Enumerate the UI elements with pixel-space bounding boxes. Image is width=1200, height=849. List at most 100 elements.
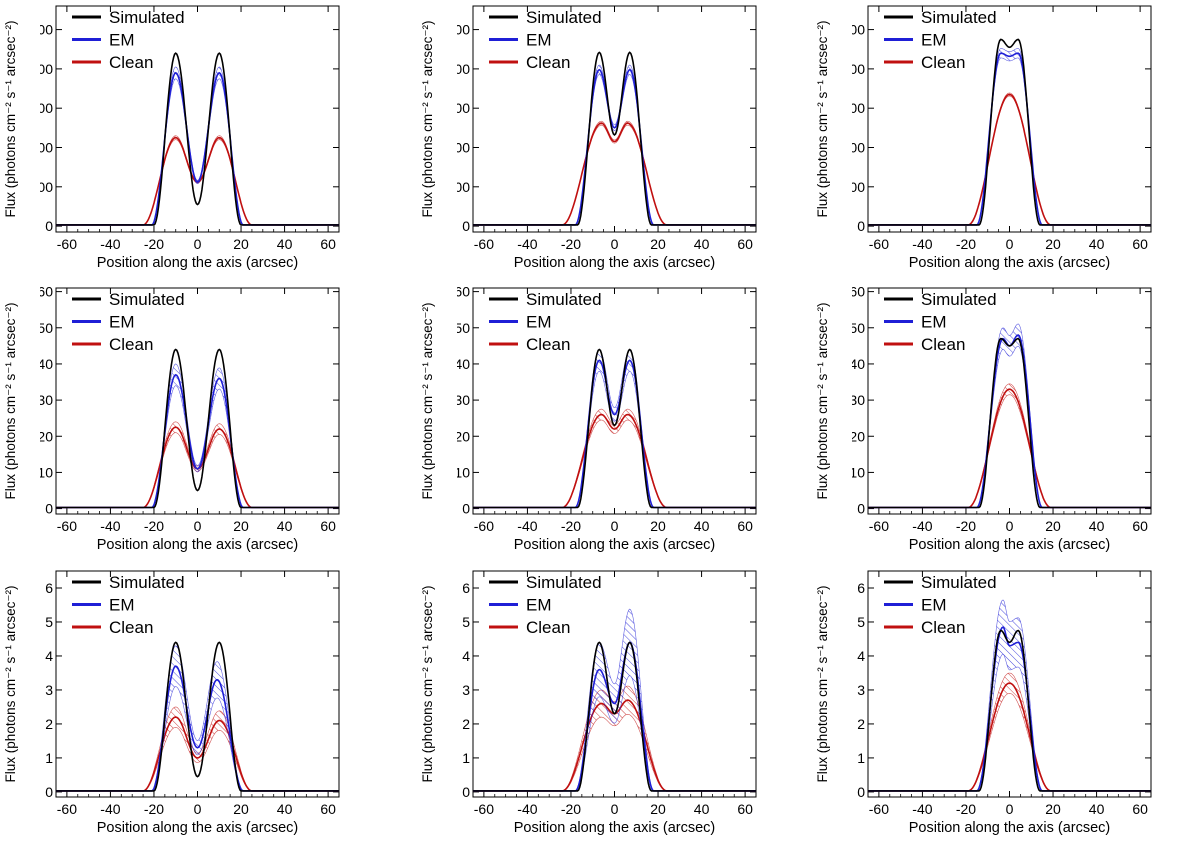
x-tick-label: -20 xyxy=(144,801,164,817)
uncertainty-band-em xyxy=(56,645,339,792)
x-tick-label: 40 xyxy=(694,236,710,252)
x-tick-label: -20 xyxy=(956,236,976,252)
x-tick-label: 60 xyxy=(1132,518,1148,534)
x-tick-label: 20 xyxy=(233,801,249,817)
legend-label-simulated: Simulated xyxy=(109,290,185,309)
legend-label-clean: Clean xyxy=(526,618,570,637)
x-tick-label: -40 xyxy=(517,518,537,534)
legend-label-em: EM xyxy=(109,596,135,615)
x-tick-label: -60 xyxy=(474,518,494,534)
uncertainty-band-clean xyxy=(868,92,1151,226)
y-tick-label: 0 xyxy=(45,218,53,234)
x-tick-label: 40 xyxy=(277,801,293,817)
y-tick-label: 200 xyxy=(852,139,865,155)
x-tick-label: -60 xyxy=(869,801,889,817)
x-tick-label: 0 xyxy=(194,236,202,252)
y-tick-label: 10 xyxy=(40,464,53,480)
x-tick-label: 40 xyxy=(1089,518,1105,534)
x-tick-label: -20 xyxy=(956,801,976,817)
x-tick-label: -60 xyxy=(57,801,77,817)
series-line-simulated xyxy=(56,641,339,792)
y-axis-label: Flux (photons cm⁻² s⁻¹ arcsec⁻²) xyxy=(3,303,18,500)
series-line-simulated xyxy=(473,348,756,509)
series-line-em xyxy=(56,665,339,792)
y-tick-label: 40 xyxy=(457,356,470,372)
legend: Simulated EM Clean xyxy=(884,290,997,354)
y-tick-label: 60 xyxy=(457,284,470,300)
x-tick-label: 20 xyxy=(233,518,249,534)
y-tick-label: 1 xyxy=(45,750,53,766)
y-axis-label: Flux (photons cm⁻² s⁻¹ arcsec⁻²) xyxy=(420,303,435,500)
y-tick-label: 20 xyxy=(40,428,53,444)
chart-panel-3-2: -60 -40 -20 0 20 40 60 0 1 2 3 4 5 6 Position along th… xyxy=(462,570,757,836)
x-tick-label: 60 xyxy=(1132,236,1148,252)
y-tick-label: 0 xyxy=(45,501,53,517)
y-axis-label: Flux (photons cm⁻² s⁻¹ arcsec⁻²) xyxy=(3,586,18,783)
y-tick-label: 0 xyxy=(462,218,470,234)
x-tick-label: -20 xyxy=(561,801,581,817)
x-tick-label: 60 xyxy=(320,236,336,252)
x-axis-label: Position along the axis (arcsec) xyxy=(97,537,299,553)
series-line-em xyxy=(56,373,339,509)
legend-label-simulated: Simulated xyxy=(921,573,997,592)
x-tick-label: 0 xyxy=(1006,518,1014,534)
y-tick-label: 5 xyxy=(462,614,470,630)
legend: Simulated EM Clean xyxy=(72,8,185,72)
y-tick-label: 20 xyxy=(457,428,470,444)
y-tick-label: 0 xyxy=(857,501,865,517)
x-tick-label: -20 xyxy=(144,236,164,252)
y-tick-label: 2 xyxy=(462,716,470,732)
chart-panel-2-2: -60 -40 -20 0 20 40 60 0 10 20 30 40 50 60 Position al… xyxy=(457,284,757,553)
uncertainty-band-clean xyxy=(473,408,756,508)
legend-label-simulated: Simulated xyxy=(526,290,602,309)
y-tick-label: 100 xyxy=(40,179,53,195)
series-line-simulated xyxy=(473,51,756,226)
legend-label-em: EM xyxy=(526,596,552,615)
series-line-em xyxy=(868,52,1151,226)
chart-panel-3-3: -60 -40 -20 0 20 40 60 0 1 2 3 4 5 6 Position along th… xyxy=(857,570,1152,836)
series-line-em xyxy=(473,68,756,226)
series-line-clean xyxy=(473,413,756,509)
x-axis-label: Position along the axis (arcsec) xyxy=(909,820,1111,836)
x-tick-label: 60 xyxy=(320,518,336,534)
legend: Simulated EM Clean xyxy=(489,8,602,72)
y-tick-label: 0 xyxy=(857,218,865,234)
y-tick-label: 0 xyxy=(462,784,470,800)
x-tick-label: 20 xyxy=(1045,236,1061,252)
x-tick-label: 40 xyxy=(694,518,710,534)
y-tick-label: 0 xyxy=(462,501,470,517)
legend-label-simulated: Simulated xyxy=(526,8,602,27)
x-tick-label: 20 xyxy=(650,518,666,534)
y-axis-label: Flux (photons cm⁻² s⁻¹ arcsec⁻²) xyxy=(420,586,435,783)
x-tick-label: 20 xyxy=(1045,801,1061,817)
y-tick-label: 100 xyxy=(852,179,865,195)
legend-label-clean: Clean xyxy=(526,53,570,72)
series-line-simulated xyxy=(868,337,1151,509)
y-tick-label: 0 xyxy=(857,784,865,800)
y-tick-label: 10 xyxy=(852,464,865,480)
x-tick-label: 0 xyxy=(611,236,619,252)
legend-label-simulated: Simulated xyxy=(921,290,997,309)
x-tick-label: 40 xyxy=(1089,801,1105,817)
x-tick-label: -60 xyxy=(869,236,889,252)
x-tick-label: -20 xyxy=(561,518,581,534)
x-tick-label: -40 xyxy=(912,236,932,252)
legend-label-simulated: Simulated xyxy=(109,573,185,592)
legend-label-em: EM xyxy=(921,313,947,332)
y-tick-label: 3 xyxy=(462,682,470,698)
legend-label-clean: Clean xyxy=(921,618,965,637)
series-line-simulated xyxy=(56,348,339,509)
x-tick-label: -20 xyxy=(561,236,581,252)
y-tick-label: 3 xyxy=(45,682,53,698)
chart-panel-2-1: -60 -40 -20 0 20 40 60 0 10 20 30 40 50 60 Position al… xyxy=(40,284,340,553)
y-tick-label: 5 xyxy=(45,614,53,630)
x-axis-label: Position along the axis (arcsec) xyxy=(909,255,1111,271)
y-tick-label: 500 xyxy=(40,22,53,38)
legend-label-clean: Clean xyxy=(526,335,570,354)
y-tick-label: 6 xyxy=(462,580,470,596)
x-tick-label: -60 xyxy=(57,518,77,534)
x-tick-label: -60 xyxy=(869,518,889,534)
x-tick-label: 40 xyxy=(277,236,293,252)
y-tick-label: 2 xyxy=(45,716,53,732)
y-tick-label: 400 xyxy=(457,61,470,77)
